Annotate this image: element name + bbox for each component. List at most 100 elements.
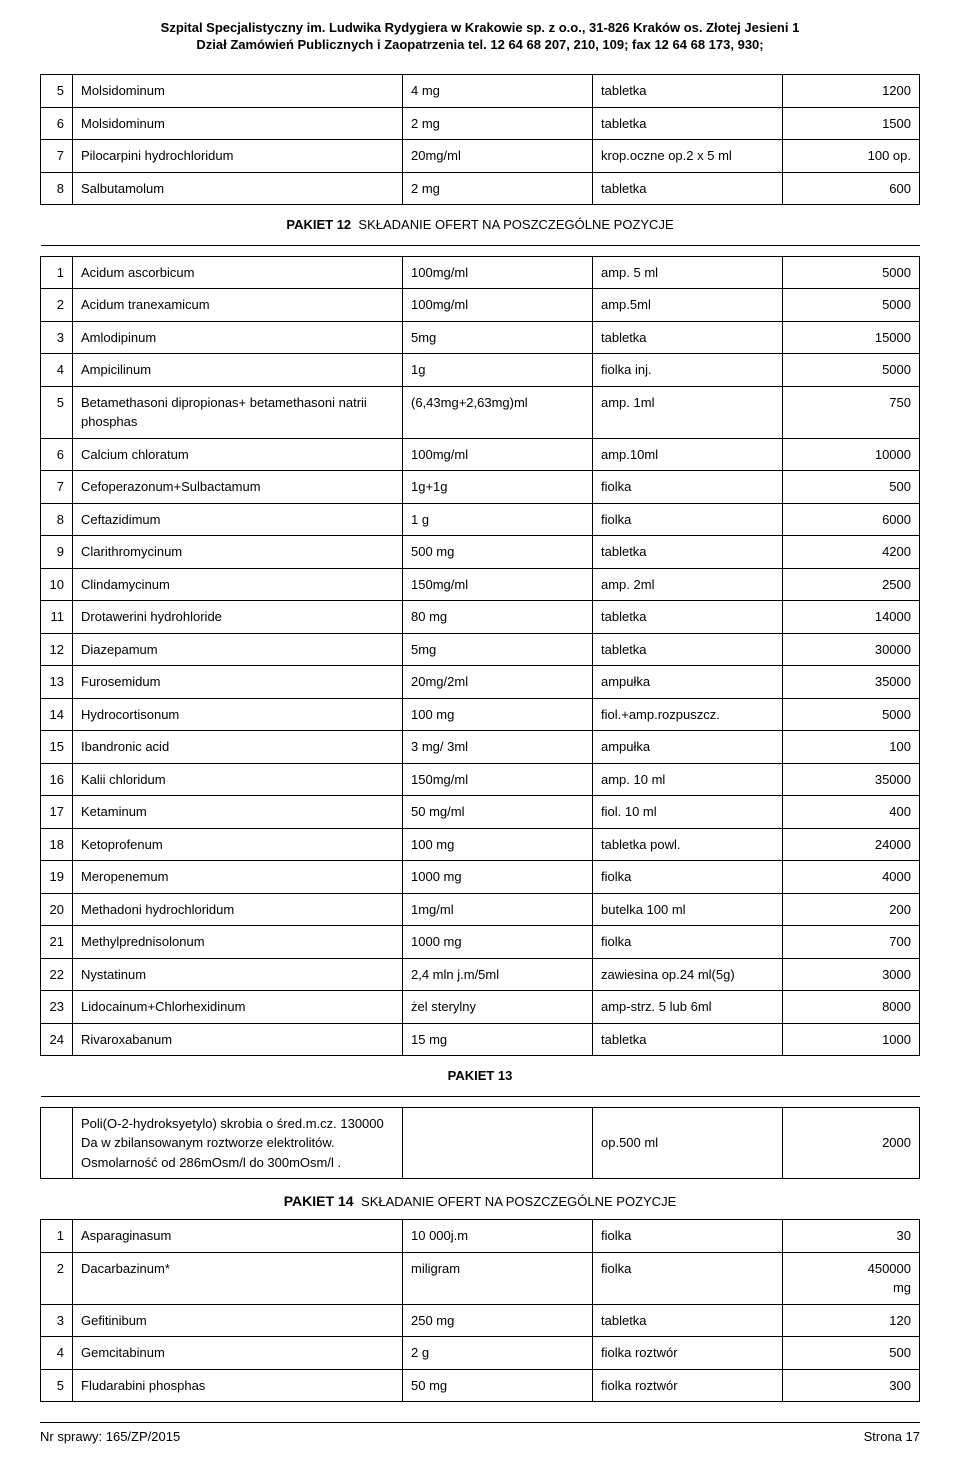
cell-qty: 30 xyxy=(783,1220,920,1253)
cell-form: butelka 100 ml xyxy=(593,893,783,926)
cell-qty: 600 xyxy=(783,172,920,205)
cell-name: Amlodipinum xyxy=(73,321,403,354)
cell-num: 13 xyxy=(41,666,73,699)
section-14-title-bold: PAKIET 14 xyxy=(284,1193,354,1209)
cell-dose: 50 mg/ml xyxy=(403,796,593,829)
cell-form: tabletka xyxy=(593,1304,783,1337)
cell-qty: 750 xyxy=(783,386,920,438)
cell-qty: 5000 xyxy=(783,354,920,387)
cell-dose: miligram xyxy=(403,1252,593,1304)
cell-qty: 14000 xyxy=(783,601,920,634)
cell-num: 4 xyxy=(41,1337,73,1370)
table-row: 18Ketoprofenum100 mgtabletka powl.24000 xyxy=(41,828,920,861)
section-13-title-row: PAKIET 13 xyxy=(41,1056,920,1097)
cell-qty: 4000 xyxy=(783,861,920,894)
cell-qty: 2500 xyxy=(783,568,920,601)
cell-dose: 3 mg/ 3ml xyxy=(403,731,593,764)
cell-name: Diazepamum xyxy=(73,633,403,666)
cell-name: Fludarabini phosphas xyxy=(73,1369,403,1402)
cell-dose: 50 mg xyxy=(403,1369,593,1402)
table-row: 1Asparaginasum10 000j.mfiolka30 xyxy=(41,1220,920,1253)
cell-name: Acidum tranexamicum xyxy=(73,289,403,322)
cell-qty: 200 xyxy=(783,893,920,926)
table-row: 22Nystatinum2,4 mln j.m/5mlzawiesina op.… xyxy=(41,958,920,991)
cell-form: tabletka xyxy=(593,172,783,205)
table-row: 19Meropenemum1000 mgfiolka4000 xyxy=(41,861,920,894)
cell-form: krop.oczne op.2 x 5 ml xyxy=(593,140,783,173)
cell-num: 16 xyxy=(41,763,73,796)
cell-name: Meropenemum xyxy=(73,861,403,894)
cell-qty: 2000 xyxy=(783,1107,920,1179)
cell-num: 7 xyxy=(41,471,73,504)
cell-qty: 1000 xyxy=(783,1023,920,1056)
cell-form: amp-strz. 5 lub 6ml xyxy=(593,991,783,1024)
cell-qty: 1200 xyxy=(783,75,920,108)
cell-name: Ketaminum xyxy=(73,796,403,829)
cell-form: fiolka xyxy=(593,861,783,894)
section-14-title-rest: SKŁADANIE OFERT NA POSZCZEGÓLNE POZYCJE xyxy=(361,1194,676,1209)
cell-name: Poli(O-2-hydroksyetylo) skrobia o śred.m… xyxy=(73,1107,403,1179)
cell-dose: 100 mg xyxy=(403,828,593,861)
table-row: 3Amlodipinum5mgtabletka15000 xyxy=(41,321,920,354)
cell-num xyxy=(41,1107,73,1179)
cell-name: Lidocainum+Chlorhexidinum xyxy=(73,991,403,1024)
table-row: 24Rivaroxabanum15 mgtabletka1000 xyxy=(41,1023,920,1056)
cell-num: 6 xyxy=(41,438,73,471)
table-row: 5Molsidominum4 mgtabletka1200 xyxy=(41,75,920,108)
cell-dose: 1g+1g xyxy=(403,471,593,504)
cell-form: tabletka powl. xyxy=(593,828,783,861)
cell-form: tabletka xyxy=(593,107,783,140)
table-row: 13Furosemidum20mg/2mlampułka35000 xyxy=(41,666,920,699)
table-row: 4Gemcitabinum2 gfiolka roztwór500 xyxy=(41,1337,920,1370)
cell-dose: 1g xyxy=(403,354,593,387)
cell-dose: 2 g xyxy=(403,1337,593,1370)
cell-name: Asparaginasum xyxy=(73,1220,403,1253)
section-12-title-rest-text: SKŁADANIE OFERT NA POSZCZEGÓLNE POZYCJE xyxy=(358,217,673,232)
table-row: 7Cefoperazonum+Sulbactamum1g+1gfiolka500 xyxy=(41,471,920,504)
cell-num: 5 xyxy=(41,1369,73,1402)
cell-form: tabletka xyxy=(593,1023,783,1056)
cell-form: zawiesina op.24 ml(5g) xyxy=(593,958,783,991)
cell-qty: 24000 xyxy=(783,828,920,861)
cell-qty: 700 xyxy=(783,926,920,959)
cell-num: 17 xyxy=(41,796,73,829)
cell-num: 4 xyxy=(41,354,73,387)
section-12-title-row: PAKIET 12 SKŁADANIE OFERT NA POSZCZEGÓLN… xyxy=(41,205,920,246)
cell-dose: 80 mg xyxy=(403,601,593,634)
cell-form: fiolka xyxy=(593,471,783,504)
cell-name: Ketoprofenum xyxy=(73,828,403,861)
cell-num: 5 xyxy=(41,386,73,438)
table-row: 11Drotawerini hydrohloride80 mgtabletka1… xyxy=(41,601,920,634)
cell-num: 10 xyxy=(41,568,73,601)
cell-name: Dacarbazinum* xyxy=(73,1252,403,1304)
cell-dose: 100 mg xyxy=(403,698,593,731)
cell-name: Molsidominum xyxy=(73,107,403,140)
section-14-heading: PAKIET 14 SKŁADANIE OFERT NA POSZCZEGÓLN… xyxy=(40,1179,920,1219)
cell-name: Hydrocortisonum xyxy=(73,698,403,731)
cell-num: 1 xyxy=(41,256,73,289)
cell-num: 2 xyxy=(41,1252,73,1304)
cell-dose: 150mg/ml xyxy=(403,568,593,601)
cell-dose: 250 mg xyxy=(403,1304,593,1337)
cell-form: amp. 5 ml xyxy=(593,256,783,289)
cell-num: 1 xyxy=(41,1220,73,1253)
cell-dose: 100mg/ml xyxy=(403,289,593,322)
cell-qty: 500 xyxy=(783,471,920,504)
cell-qty: 400 xyxy=(783,796,920,829)
cell-form: fiolka xyxy=(593,1220,783,1253)
cell-name: Drotawerini hydrohloride xyxy=(73,601,403,634)
cell-num: 11 xyxy=(41,601,73,634)
cell-dose: 1000 mg xyxy=(403,926,593,959)
table-row: 7Pilocarpini hydrochloridum20mg/mlkrop.o… xyxy=(41,140,920,173)
cell-dose: 500 mg xyxy=(403,536,593,569)
table-row: 3Gefitinibum250 mgtabletka120 xyxy=(41,1304,920,1337)
table-row: 16Kalii chloridum150mg/mlamp. 10 ml35000 xyxy=(41,763,920,796)
cell-form: tabletka xyxy=(593,633,783,666)
cell-qty: 3000 xyxy=(783,958,920,991)
table-section-14: 1Asparaginasum10 000j.mfiolka302Dacarbaz… xyxy=(40,1219,920,1402)
cell-dose: 5mg xyxy=(403,321,593,354)
table-row: 10Clindamycinum150mg/mlamp. 2ml2500 xyxy=(41,568,920,601)
cell-qty: 100 op. xyxy=(783,140,920,173)
cell-qty: 6000 xyxy=(783,503,920,536)
cell-qty: 4200 xyxy=(783,536,920,569)
